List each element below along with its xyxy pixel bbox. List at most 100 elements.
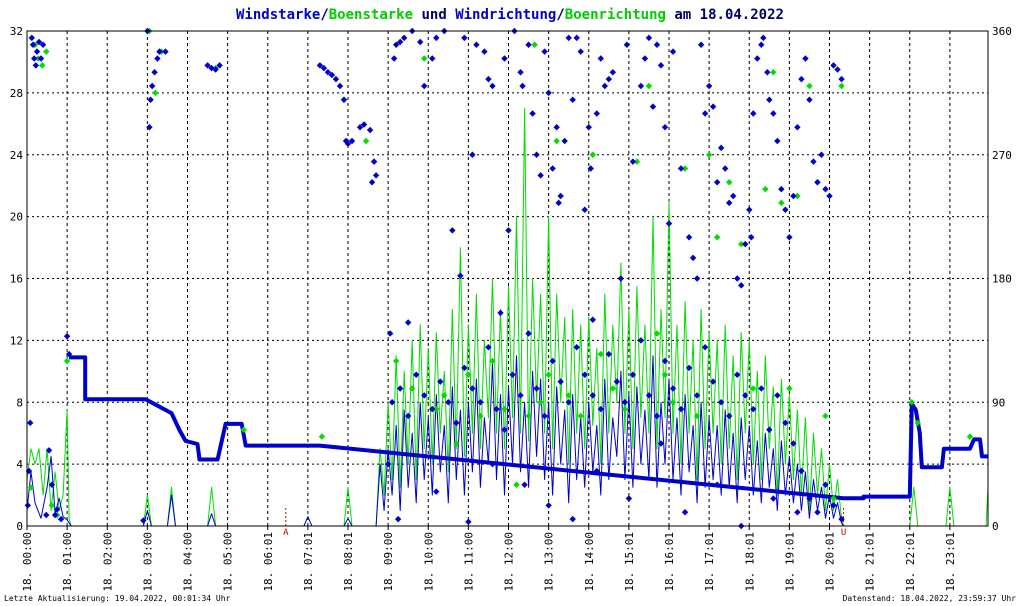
series-point-boenrichtung — [621, 405, 629, 413]
series-point-windrichtung — [693, 275, 701, 282]
series-point-windrichtung — [669, 385, 677, 392]
series-point-windrichtung — [465, 518, 472, 526]
day-marker-label: A — [283, 528, 289, 538]
series-point-windrichtung — [557, 378, 564, 385]
series-point-windrichtung — [834, 66, 841, 73]
series-point-windrichtung — [63, 333, 71, 340]
series-point-windrichtung — [609, 69, 617, 76]
series-point-windrichtung — [372, 172, 380, 179]
series-point-windrichtung — [810, 158, 817, 165]
series-point-boenrichtung — [762, 185, 769, 193]
x-tick-label: 18. 22:01 — [904, 532, 917, 592]
series-point-windrichtung — [154, 55, 161, 62]
series-point-windrichtung — [742, 240, 749, 248]
grid — [27, 31, 988, 526]
chart-title: Windstarke/Boenstarke und Windrichtung/B… — [236, 7, 784, 23]
series-point-windrichtung — [400, 34, 408, 42]
series-point-windrichtung — [212, 66, 219, 73]
series-point-boenrichtung — [725, 179, 733, 186]
series-point-windrichtung — [613, 378, 621, 385]
series-point-windrichtung — [617, 275, 625, 282]
series-point-windrichtung — [738, 282, 745, 289]
series-point-boenrichtung — [421, 55, 428, 62]
series-point-windrichtung — [770, 495, 777, 502]
series-point-windrichtung — [33, 48, 41, 55]
series-point-boenrichtung — [545, 371, 552, 378]
series-point-windrichtung — [605, 75, 613, 83]
series-point-boenrichtung — [465, 371, 472, 378]
series-line-windstarke — [26, 355, 844, 527]
series-point-boenrichtung — [43, 48, 50, 55]
series-point-windrichtung — [721, 165, 729, 172]
x-tick-label: 18. 23:01 — [944, 532, 957, 592]
last-update-text: Letzte Aktualisierung: 19.04.2022, 00:01… — [4, 594, 231, 603]
series-point-windrichtung — [525, 41, 532, 48]
series-point-windrichtung — [324, 69, 332, 76]
series-point-windrichtung — [501, 426, 508, 433]
series-point-windrichtung — [28, 34, 36, 42]
series-point-boenrichtung — [152, 89, 159, 97]
series-point-windrichtung — [437, 378, 444, 385]
series-point-windrichtung — [725, 199, 733, 207]
series-point-windrichtung — [790, 192, 797, 200]
series-point-windrichtung — [623, 41, 631, 48]
y-left-tick-label: 24 — [10, 149, 24, 162]
series-point-windrichtung — [764, 69, 771, 76]
series-point-windrichtung — [838, 75, 845, 83]
series-point-windrichtung — [204, 62, 211, 69]
series-point-windrichtung — [57, 515, 65, 523]
series-point-windrichtung — [24, 502, 32, 509]
series-point-windrichtung — [27, 419, 34, 427]
series-point-windrichtung — [37, 55, 45, 62]
series-point-windrichtung — [565, 399, 572, 406]
series-point-windrichtung — [553, 124, 560, 131]
series-point-windrichtung — [597, 405, 604, 413]
series-point-windrichtung — [421, 82, 428, 90]
series-point-windrichtung — [557, 192, 564, 200]
series-point-boenrichtung — [63, 357, 71, 365]
series-point-windrichtung — [750, 110, 757, 117]
series-point-windrichtung — [386, 330, 394, 337]
title-und: und — [413, 7, 455, 23]
data-status-text: Datenstand: 18.04.2022, 23:59:37 Uhr — [842, 594, 1016, 603]
x-tick-label: 18. 16:01 — [663, 532, 676, 592]
series-point-windrichtung — [661, 124, 669, 131]
series-point-windrichtung — [449, 227, 456, 234]
series-point-windrichtung — [701, 110, 709, 117]
series-point-windrichtung — [404, 412, 412, 420]
series-point-windrichtung — [394, 515, 402, 523]
series-point-windrichtung — [517, 392, 524, 399]
series-point-windrichtung — [413, 371, 420, 378]
series-point-windrichtung — [778, 185, 785, 193]
series-point-boenrichtung — [681, 165, 689, 172]
series-point-windrichtung — [653, 41, 661, 48]
x-tick-label: 18. 19:01 — [783, 532, 796, 592]
series-point-windrichtung — [589, 316, 596, 323]
x-tick-label: 18. 20:01 — [824, 532, 837, 592]
series-point-windrichtung — [445, 399, 452, 406]
series-point-windrichtung — [433, 488, 440, 495]
series-point-windrichtung — [661, 357, 669, 365]
series-point-windrichtung — [533, 151, 540, 158]
series-point-windrichtung — [774, 392, 781, 399]
series-point-boenrichtung — [577, 412, 584, 420]
y-left-tick-label: 16 — [10, 273, 23, 286]
x-tick-label: 18. 21:01 — [864, 532, 877, 592]
series-point-windrichtung — [541, 412, 548, 420]
series-point-boenrichtung — [553, 137, 560, 145]
series-point-windrichtung — [709, 378, 717, 385]
series-point-boenrichtung — [433, 405, 440, 413]
series-point-windrichtung — [746, 206, 753, 213]
series-point-windrichtung — [713, 179, 721, 186]
series-point-windrichtung — [501, 55, 508, 62]
series-point-windrichtung — [782, 419, 789, 427]
series-point-windrichtung — [657, 440, 665, 447]
series-point-boenrichtung — [597, 350, 604, 358]
series-point-windrichtung — [597, 55, 604, 62]
series-point-windrichtung — [390, 55, 398, 62]
series-point-boenrichtung — [794, 192, 801, 200]
series-point-boenrichtung — [705, 151, 713, 158]
series-point-windrichtung — [453, 419, 460, 427]
series-point-windrichtung — [429, 405, 436, 413]
